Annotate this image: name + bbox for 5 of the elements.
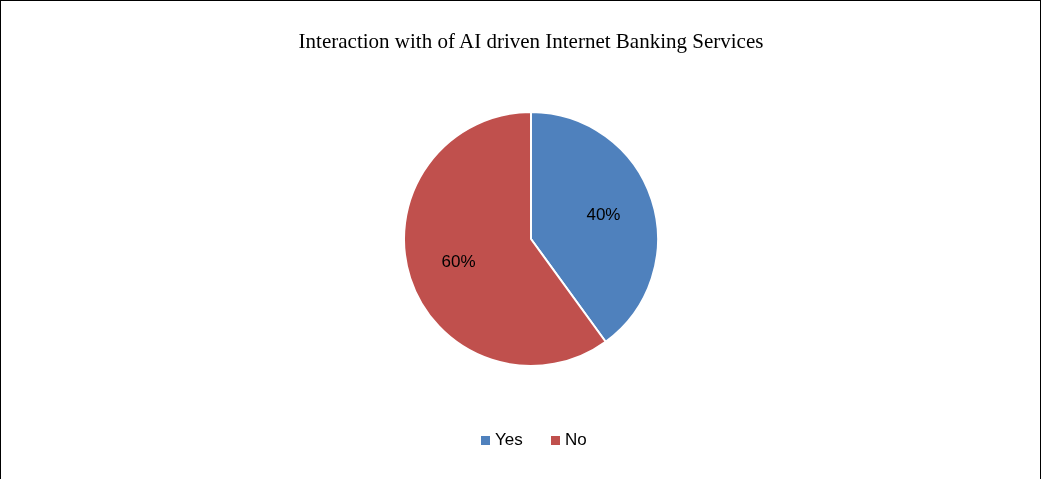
- data-label: 40%: [586, 204, 621, 224]
- legend-label: Yes: [495, 430, 523, 450]
- legend-label: No: [565, 430, 587, 450]
- chart-title: Interaction with of AI driven Internet Banking Services: [298, 29, 764, 53]
- data-label: 60%: [441, 252, 476, 272]
